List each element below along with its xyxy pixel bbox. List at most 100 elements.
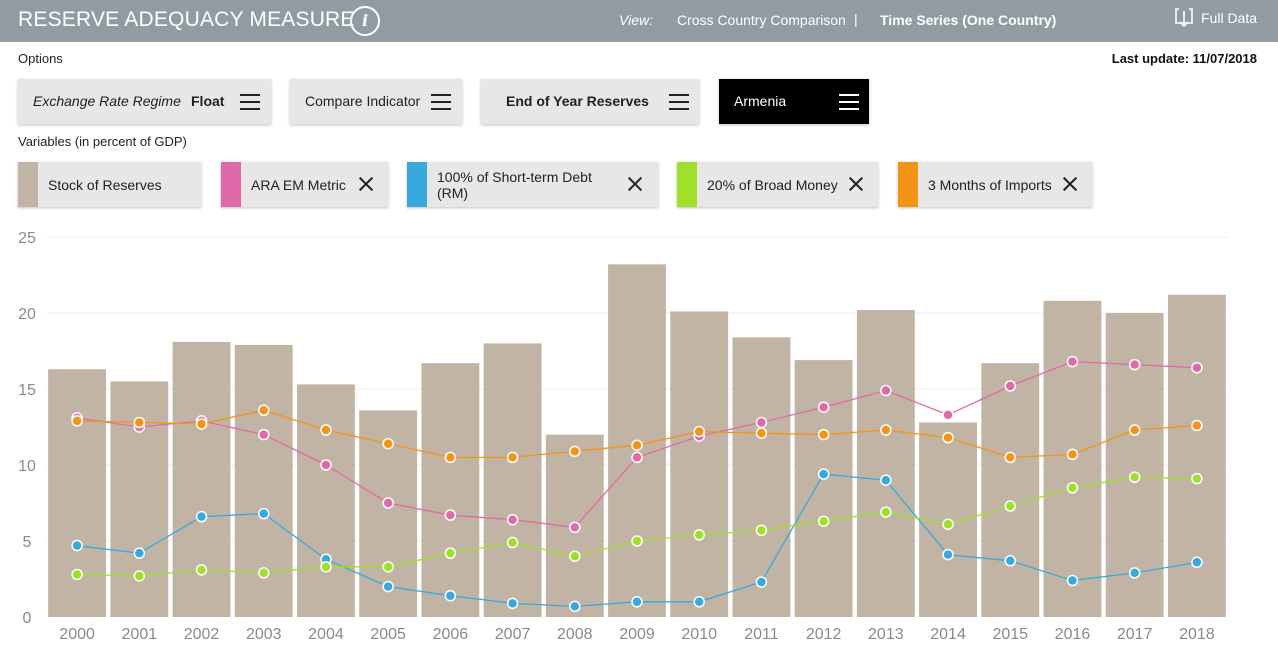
view-separator: | bbox=[854, 11, 858, 27]
bar-2010 bbox=[670, 311, 729, 617]
series-1-point bbox=[133, 547, 146, 559]
y-tick-label: 25 bbox=[18, 230, 36, 247]
series-1-point bbox=[257, 507, 270, 520]
regime-label: Exchange Rate Regime bbox=[33, 93, 181, 109]
reserve-adequacy-chart: 0 5 10 15 20 25 2000 2001 2002 2003 2004 2005 2006 20… bbox=[18, 230, 1228, 643]
x-tick-label: 2014 bbox=[930, 626, 966, 643]
x-tick-label: 2016 bbox=[1055, 626, 1091, 643]
x-tick-label: 2010 bbox=[681, 626, 717, 643]
series-2-point bbox=[195, 564, 208, 576]
series-1-point bbox=[880, 474, 892, 486]
series-3-point bbox=[1004, 451, 1017, 464]
series-1-point bbox=[195, 510, 208, 523]
bar-2007 bbox=[483, 343, 542, 617]
series-3-point bbox=[755, 427, 768, 439]
country-dropdown[interactable]: Armenia bbox=[719, 79, 869, 124]
x-tick-label: 2006 bbox=[433, 626, 469, 643]
series-0-point bbox=[506, 513, 519, 526]
series-3-point bbox=[817, 428, 830, 441]
variable-months-of-imports: 3 Months of Imports bbox=[898, 162, 1092, 207]
y-tick-label: 5 bbox=[23, 534, 32, 551]
series-1-point bbox=[382, 580, 394, 593]
series-2-point bbox=[444, 547, 457, 559]
app-title: RESERVE ADEQUACY MEASURE bbox=[18, 8, 355, 31]
series-3-point bbox=[880, 424, 892, 436]
series-0-point bbox=[569, 521, 581, 534]
series-3-point bbox=[382, 437, 394, 450]
series-0-point bbox=[444, 509, 457, 521]
color-swatch bbox=[18, 162, 38, 207]
series-1-point bbox=[755, 576, 768, 588]
bar-2002 bbox=[172, 341, 231, 617]
bar-2004 bbox=[297, 384, 355, 617]
view-cross-country-link[interactable]: Cross Country Comparison bbox=[677, 12, 846, 28]
series-0-point bbox=[942, 409, 954, 421]
y-tick-label: 15 bbox=[18, 382, 36, 399]
bar-2011 bbox=[732, 337, 791, 617]
color-swatch bbox=[677, 162, 697, 207]
series-3-point bbox=[942, 431, 954, 444]
color-swatch bbox=[898, 162, 918, 207]
reserves-dropdown[interactable]: End of Year Reserves bbox=[481, 79, 699, 124]
series-1-point bbox=[942, 548, 954, 561]
view-time-series-link[interactable]: Time Series (One Country) bbox=[880, 12, 1057, 28]
series-3-point bbox=[1128, 424, 1141, 436]
x-tick-label: 2004 bbox=[308, 626, 344, 643]
series-1-point bbox=[569, 600, 581, 613]
series-1-point bbox=[506, 597, 519, 610]
close-icon[interactable] bbox=[627, 176, 643, 192]
variable-short-term-debt: 100% of Short-term Debt (RM) bbox=[407, 162, 658, 207]
variable-label: 100% of Short-term Debt (RM) bbox=[437, 169, 592, 201]
series-1-point bbox=[71, 539, 83, 552]
bar-2012 bbox=[794, 360, 853, 617]
close-icon[interactable] bbox=[358, 176, 374, 192]
series-0-point bbox=[1004, 380, 1017, 392]
series-2-point bbox=[817, 515, 830, 527]
x-tick-label: 2003 bbox=[246, 626, 282, 643]
series-2-point bbox=[1128, 471, 1141, 483]
series-3-point bbox=[195, 418, 208, 430]
x-tick-label: 2009 bbox=[619, 626, 655, 643]
series-2-point bbox=[506, 536, 519, 549]
series-0-point bbox=[1128, 358, 1141, 371]
series-2-point bbox=[71, 568, 83, 581]
x-tick-label: 2001 bbox=[122, 626, 158, 643]
reserves-label: End of Year Reserves bbox=[506, 93, 649, 109]
series-3-point bbox=[1066, 448, 1079, 461]
series-1-point bbox=[1066, 574, 1079, 587]
series-0-point bbox=[320, 459, 332, 471]
series-0-point bbox=[382, 497, 394, 509]
menu-icon bbox=[839, 94, 859, 110]
compare-indicator-label: Compare Indicator bbox=[305, 93, 421, 109]
bar-2013 bbox=[856, 309, 915, 617]
variable-label: 20% of Broad Money bbox=[707, 177, 838, 193]
x-tick-label: 2008 bbox=[557, 626, 593, 643]
bar-2006 bbox=[421, 363, 480, 617]
series-2-point bbox=[755, 524, 768, 537]
variable-label: 3 Months of Imports bbox=[928, 177, 1052, 193]
series-2-point bbox=[1191, 472, 1203, 485]
series-0-point bbox=[631, 451, 643, 464]
series-1-point bbox=[1191, 556, 1203, 569]
series-0-point bbox=[817, 401, 830, 413]
close-icon[interactable] bbox=[848, 176, 864, 192]
series-0-point bbox=[1066, 355, 1079, 368]
variable-broad-money: 20% of Broad Money bbox=[677, 162, 878, 207]
series-3-point bbox=[569, 445, 581, 458]
info-icon[interactable]: i bbox=[350, 6, 380, 36]
series-2-point bbox=[133, 570, 146, 582]
series-3-point bbox=[631, 439, 643, 451]
compare-indicator-dropdown[interactable]: Compare Indicator bbox=[290, 79, 462, 124]
menu-icon bbox=[240, 94, 260, 110]
menu-icon bbox=[431, 94, 451, 110]
exchange-rate-regime-dropdown[interactable]: Exchange Rate Regime Float bbox=[18, 79, 271, 124]
x-tick-label: 2007 bbox=[495, 626, 531, 643]
variable-label: ARA EM Metric bbox=[251, 177, 346, 193]
close-icon[interactable] bbox=[1062, 176, 1078, 192]
top-bar: RESERVE ADEQUACY MEASURE i View: Cross C… bbox=[0, 0, 1278, 42]
y-tick-label: 20 bbox=[18, 306, 36, 323]
full-data-link[interactable]: Full Data bbox=[1201, 10, 1258, 26]
series-1-point bbox=[693, 596, 705, 608]
series-2-point bbox=[880, 506, 892, 518]
download-icon[interactable] bbox=[1175, 8, 1193, 28]
